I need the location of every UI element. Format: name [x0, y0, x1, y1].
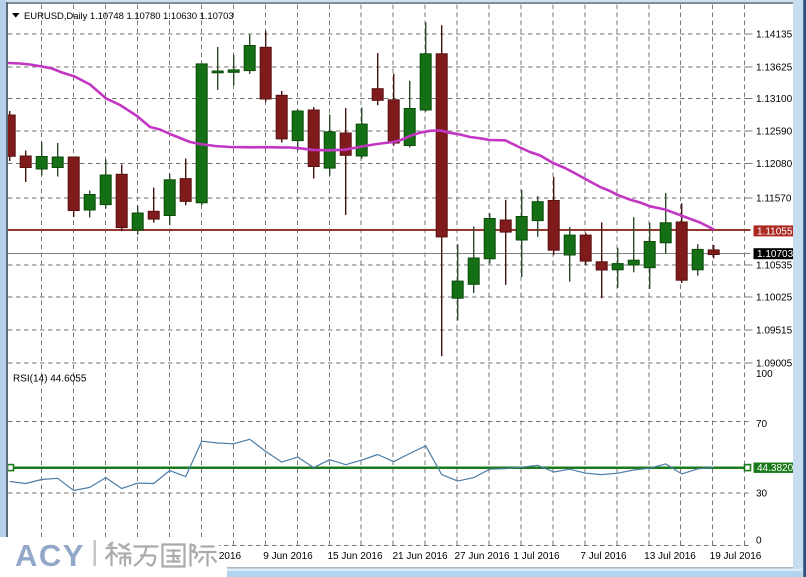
svg-text:1.12590: 1.12590: [756, 127, 793, 138]
svg-text:1.11055: 1.11055: [757, 227, 793, 238]
svg-text:1.13625: 1.13625: [756, 62, 793, 73]
svg-text:70: 70: [756, 419, 768, 430]
svg-text:1.09515: 1.09515: [756, 326, 793, 337]
svg-text:1.14135: 1.14135: [756, 30, 793, 41]
svg-text:1.13100: 1.13100: [756, 94, 793, 105]
svg-text:RSI(14) 44.6055: RSI(14) 44.6055: [13, 374, 87, 385]
svg-text:30: 30: [756, 488, 768, 499]
svg-text:1.12080: 1.12080: [756, 159, 793, 170]
svg-text:1.10025: 1.10025: [756, 293, 793, 304]
svg-text:100: 100: [756, 369, 773, 380]
svg-text:21 Jun 2016: 21 Jun 2016: [392, 551, 447, 562]
svg-text:1.09005: 1.09005: [756, 359, 793, 370]
svg-text:1.10535: 1.10535: [756, 260, 793, 271]
svg-text:13 Jul 2016: 13 Jul 2016: [644, 551, 696, 562]
svg-text:2016: 2016: [219, 551, 242, 562]
svg-text:7 Jul 2016: 7 Jul 2016: [580, 551, 627, 562]
svg-text:1.10703: 1.10703: [757, 249, 794, 260]
svg-text:1 Jul 2016: 1 Jul 2016: [513, 551, 560, 562]
svg-text:1.11570: 1.11570: [756, 194, 792, 205]
svg-text:19 Jul 2016: 19 Jul 2016: [710, 551, 762, 562]
svg-text:ACY: ACY: [15, 538, 85, 573]
svg-text:44.3820: 44.3820: [757, 463, 794, 474]
svg-text:27 Jun 2016: 27 Jun 2016: [454, 551, 509, 562]
svg-text:9 Jun 2016: 9 Jun 2016: [263, 551, 313, 562]
svg-text:0: 0: [756, 536, 762, 547]
svg-text:15 Jun 2016: 15 Jun 2016: [327, 551, 382, 562]
svg-text:EURUSD,Daily 1.10748 1.10780: EURUSD,Daily 1.10748 1.10780 1.10630 1.1…: [24, 11, 234, 22]
